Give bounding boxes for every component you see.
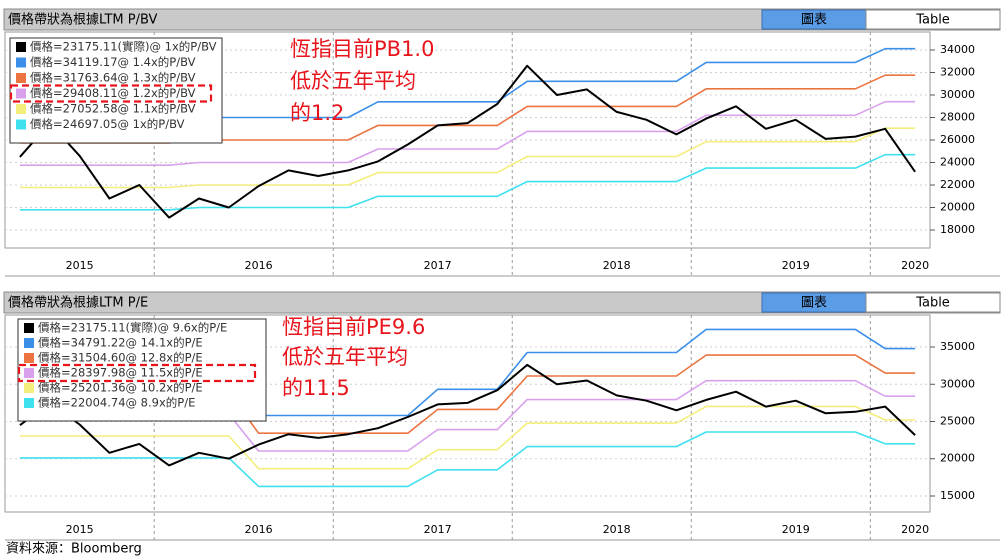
annotation: 低於五年平均 <box>290 69 416 93</box>
y-tick-label: 20000 <box>940 452 975 465</box>
legend-swatch <box>16 42 26 52</box>
y-tick-label: 22000 <box>940 178 975 191</box>
annotation: 低於五年平均 <box>282 345 408 369</box>
price-line <box>19 64 916 219</box>
x-tick-label: 2016 <box>245 523 273 536</box>
x-tick-label: 2018 <box>603 523 631 536</box>
legend-label: 價格=31763.64@ 1.3x的P/BV <box>30 71 196 85</box>
legend-label: 價格=24697.05@ 1x的P/BV <box>30 117 185 131</box>
legend-swatch <box>16 104 26 114</box>
x-tick-label: 2015 <box>66 259 94 272</box>
tab-table[interactable] <box>865 292 1001 313</box>
legend-label: 價格=27052.58@ 1.1x的P/BV <box>30 102 196 116</box>
legend-swatch <box>24 338 34 348</box>
chart-title: 價格帶狀為根據LTM P/BV <box>8 12 157 28</box>
legend-box <box>9 37 223 144</box>
y-tick-label: 24000 <box>940 156 975 169</box>
y-tick-label: 30000 <box>940 88 975 101</box>
legend-label: 價格=22004.74@ 8.9x的P/E <box>38 396 195 410</box>
x-tick-label: 2017 <box>424 259 452 272</box>
annotation: 恆指目前PB1.0 <box>290 37 434 61</box>
legend-swatch <box>24 353 34 363</box>
x-tick-label: 2016 <box>245 259 273 272</box>
y-tick-label: 26000 <box>940 133 975 146</box>
highlight-box <box>9 84 213 103</box>
legend-swatch <box>24 383 34 393</box>
charts: 價格帶狀為根據LTM P/BV 圖表 Table 18000 20000 22000 240… <box>3 8 1001 541</box>
tab-table-label[interactable]: Table <box>915 13 950 28</box>
y-tick-label: 28000 <box>940 111 975 124</box>
y-tick-label: 18000 <box>940 223 975 236</box>
y-tick-label: 34000 <box>940 43 975 56</box>
source-note: 資料來源：Bloomberg <box>6 542 142 557</box>
x-tick-label: 2017 <box>424 523 452 536</box>
tab-table[interactable] <box>865 9 1001 30</box>
y-tick-label: 30000 <box>940 377 975 390</box>
price-line <box>19 363 916 467</box>
tab-table-label[interactable]: Table <box>915 296 950 311</box>
chart-title: 價格帶狀為根據LTM P/E <box>8 295 148 311</box>
x-tick-label: 2019 <box>782 259 810 272</box>
highlight-box <box>17 363 257 383</box>
band-line <box>19 153 916 211</box>
y-tick-label: 35000 <box>940 340 975 353</box>
legend-swatch <box>16 119 26 130</box>
legend-label: 價格=23175.11(實際)@ 1x的P/BV <box>30 40 217 54</box>
legend-swatch <box>24 323 34 333</box>
y-tick-label: 20000 <box>940 201 975 214</box>
tab-chart-label[interactable]: 圖表 <box>801 296 827 311</box>
x-tick-label: 2018 <box>603 259 631 272</box>
legend-swatch <box>16 88 26 99</box>
x-tick-label: 2015 <box>66 523 94 536</box>
y-tick-label: 15000 <box>940 489 975 502</box>
annotation: 恆指目前PE9.6 <box>282 315 425 339</box>
x-tick-label: 2019 <box>782 523 810 536</box>
legend-swatch <box>16 57 26 68</box>
legend-label: 價格=34791.22@ 14.1x的P/E <box>38 336 203 350</box>
legend-label: 價格=29408.11@ 1.2x的P/BV <box>30 86 196 100</box>
legend-swatch <box>24 398 34 408</box>
x-tick-label: 2020 <box>901 523 929 536</box>
legend-label: 價格=25201.36@ 10.2x的P/E <box>38 381 203 395</box>
y-tick-label: 25000 <box>940 415 975 428</box>
y-tick-label: 32000 <box>940 66 975 79</box>
legend-label: 價格=23175.11(實際)@ 9.6x的P/E <box>38 321 227 335</box>
legend-swatch <box>24 368 34 378</box>
band-line <box>19 127 916 189</box>
legend-label: 價格=34119.17@ 1.4x的P/BV <box>30 55 196 69</box>
tab-chart-label[interactable]: 圖表 <box>801 13 827 28</box>
annotation: 的1.2 <box>290 101 344 125</box>
x-tick-label: 2020 <box>901 259 929 272</box>
band-line <box>19 100 916 166</box>
legend-label: 價格=31504.60@ 12.8x的P/E <box>38 351 203 365</box>
legend-label: 價格=28397.98@ 11.5x的P/E <box>38 366 203 380</box>
band-line <box>19 431 916 488</box>
annotation: 的11.5 <box>282 376 350 400</box>
legend-swatch <box>16 73 26 83</box>
